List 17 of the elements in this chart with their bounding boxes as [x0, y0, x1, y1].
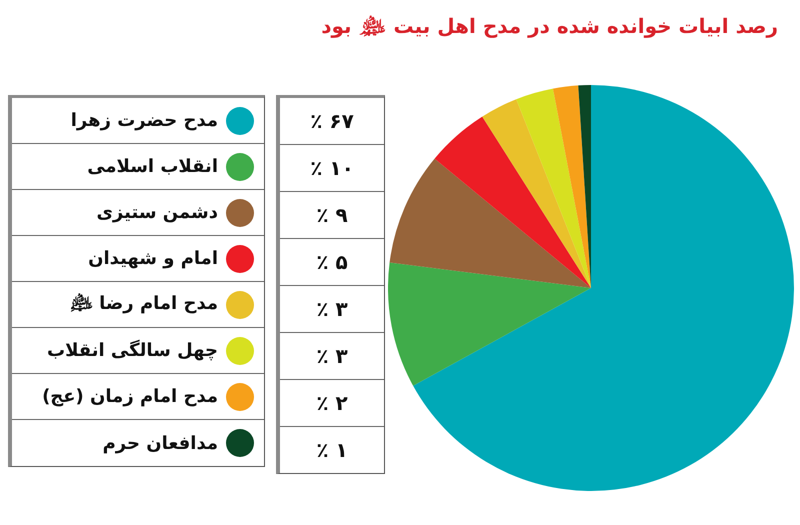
- legend-label: مدح حضرت زهرا: [70, 110, 218, 131]
- legend-label: مدافعان حرم: [102, 432, 218, 454]
- data-label: ۳ ٪: [316, 297, 348, 321]
- data-label: ۲ ٪: [316, 391, 348, 415]
- legend-label: مدح امام زمان (عج): [42, 386, 218, 407]
- data-label: ۵ ٪: [316, 250, 348, 274]
- legend-label: دشمن ستیزی: [96, 202, 218, 223]
- legend-label: امام و شهیدان: [88, 248, 218, 269]
- data-label: ۹ ٪: [316, 203, 348, 227]
- legend-label: چهل سالگی انقلاب: [47, 340, 218, 361]
- data-label: ۳ ٪: [316, 344, 348, 368]
- legend-label: انقلاب اسلامی: [87, 156, 218, 177]
- data-label: ۶۷ ٪: [310, 109, 354, 133]
- legend-label: مدح امام رضا ﵇: [70, 292, 218, 316]
- data-label: ۱ ٪: [316, 438, 348, 462]
- data-label: ۱۰ ٪: [310, 156, 354, 180]
- chart-title: رصد ابیات خوانده شده در مدح اهل بیت ﵈ بود: [321, 14, 778, 40]
